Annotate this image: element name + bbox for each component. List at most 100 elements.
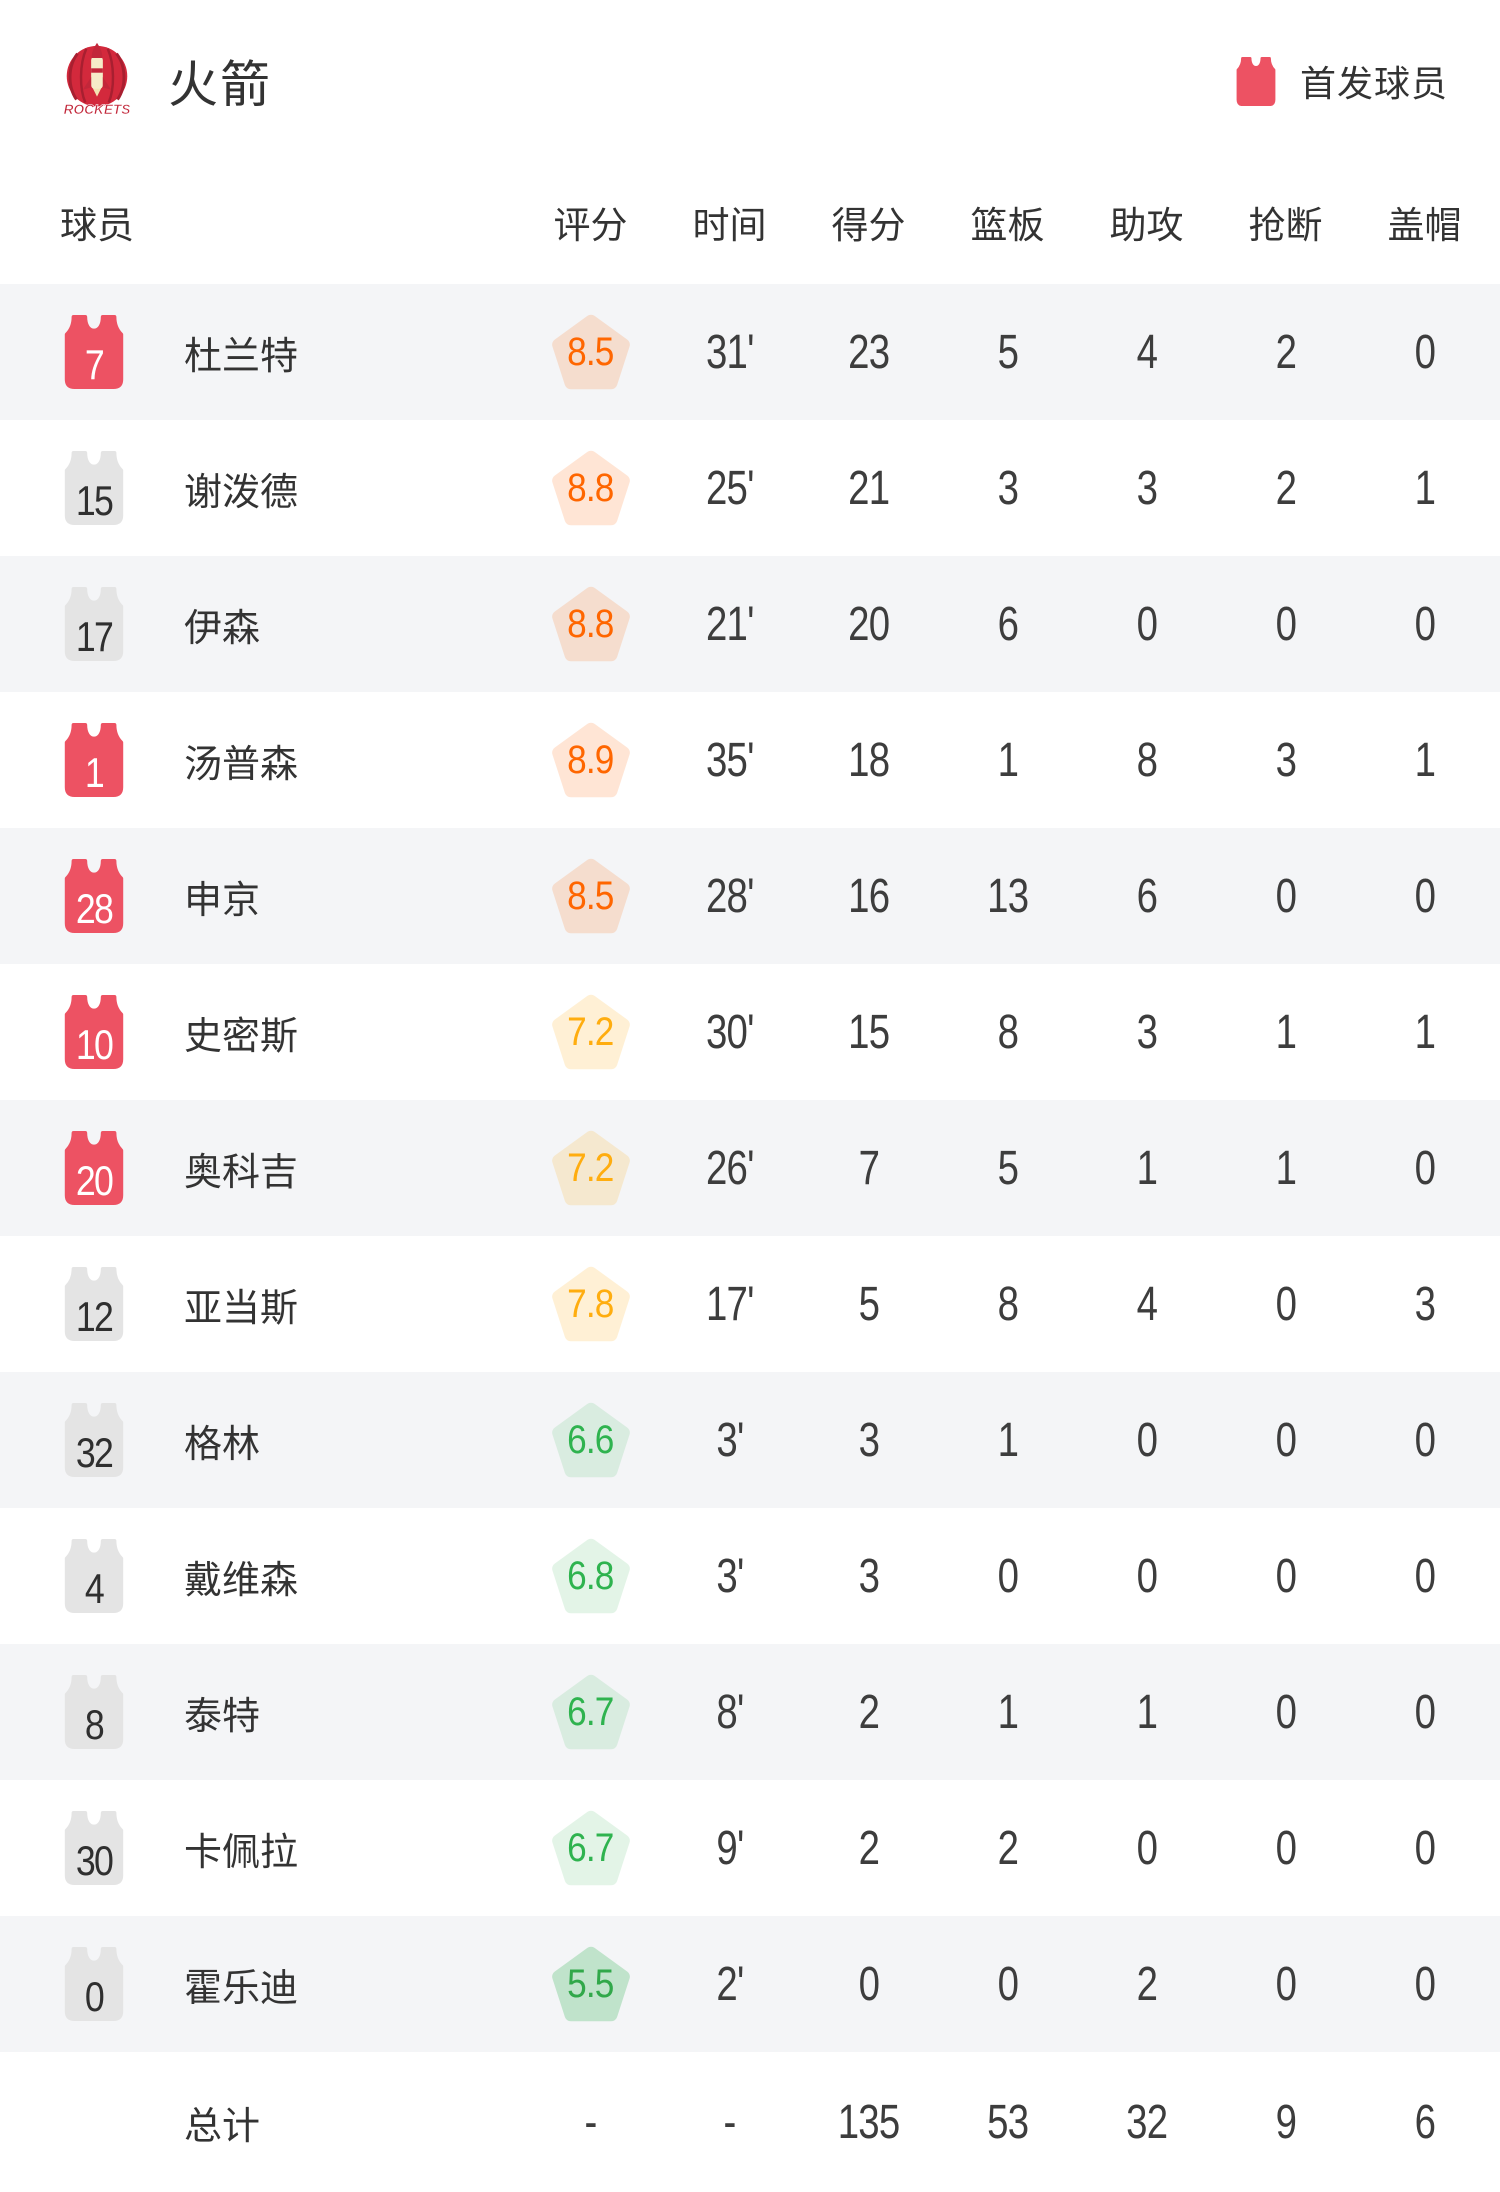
rating-value: 5.5 bbox=[567, 1961, 614, 2006]
rating-badge: 7.2 bbox=[550, 991, 632, 1073]
table-row[interactable]: 8 泰特 6.7 8' 2 1 1 0 0 bbox=[0, 1644, 1500, 1780]
rating-value: 8.8 bbox=[567, 465, 614, 510]
rating-cell: 5.5 bbox=[521, 1943, 660, 2025]
jersey-icon: 0 bbox=[60, 1947, 128, 2021]
player-cell: 32 格林 bbox=[60, 1403, 521, 1477]
jersey-number: 20 bbox=[75, 1157, 114, 1204]
table-row[interactable]: 32 格林 6.6 3' 3 1 0 0 0 bbox=[0, 1372, 1500, 1508]
steals-cell: 0 bbox=[1275, 597, 1296, 651]
jersey-number: 28 bbox=[75, 885, 114, 932]
assists-cell: 4 bbox=[1136, 1277, 1157, 1331]
steals-cell: 0 bbox=[1275, 1957, 1296, 2011]
table-row[interactable]: 7 杜兰特 8.5 31' 23 5 4 2 0 bbox=[0, 284, 1500, 420]
jersey-icon: 15 bbox=[60, 451, 128, 525]
blocks-cell: 1 bbox=[1414, 461, 1435, 515]
points-cell: 15 bbox=[847, 1005, 890, 1059]
blocks-cell: 1 bbox=[1414, 1005, 1435, 1059]
jersey-icon: 1 bbox=[60, 723, 128, 797]
points-cell: 2 bbox=[858, 1685, 879, 1739]
jersey-icon: 10 bbox=[60, 995, 128, 1069]
player-cell: 17 伊森 bbox=[60, 587, 521, 661]
total-row: 总计 - - 135 53 32 9 6 bbox=[0, 2052, 1500, 2192]
rating-value: 6.8 bbox=[567, 1553, 614, 1598]
assists-cell: 2 bbox=[1136, 1957, 1157, 2011]
steals-cell: 0 bbox=[1275, 869, 1296, 923]
jersey-number: 4 bbox=[84, 1565, 105, 1612]
points-cell: 3 bbox=[858, 1549, 879, 1603]
rating-badge: 8.5 bbox=[550, 855, 632, 937]
blocks-cell: 1 bbox=[1414, 733, 1435, 787]
blocks-cell: 0 bbox=[1414, 325, 1435, 379]
points-cell: 5 bbox=[858, 1277, 879, 1331]
rating-badge: 6.7 bbox=[550, 1671, 632, 1753]
blocks-cell: 0 bbox=[1414, 1413, 1435, 1467]
jersey-icon: 20 bbox=[60, 1131, 128, 1205]
col-header-player: 球员 bbox=[60, 204, 134, 246]
table-row[interactable]: 30 卡佩拉 6.7 9' 2 2 0 0 0 bbox=[0, 1780, 1500, 1916]
jersey-number: 12 bbox=[75, 1293, 114, 1340]
steals-cell: 0 bbox=[1275, 1413, 1296, 1467]
col-header-assists: 助攻 bbox=[1109, 204, 1184, 246]
jersey-icon: 12 bbox=[60, 1267, 128, 1341]
table-row[interactable]: 12 亚当斯 7.8 17' 5 8 4 0 3 bbox=[0, 1236, 1500, 1372]
player-name: 汤普森 bbox=[184, 743, 299, 786]
rating-badge: 7.8 bbox=[550, 1263, 632, 1345]
jersey-icon: 8 bbox=[60, 1675, 128, 1749]
player-cell: 7 杜兰特 bbox=[60, 315, 521, 389]
blocks-cell: 0 bbox=[1414, 1821, 1435, 1875]
rating-value: 7.8 bbox=[567, 1281, 614, 1326]
assists-cell: 0 bbox=[1136, 1821, 1157, 1875]
player-cell: 10 史密斯 bbox=[60, 995, 521, 1069]
table-row[interactable]: 28 申京 8.5 28' 16 13 6 0 0 bbox=[0, 828, 1500, 964]
player-name: 史密斯 bbox=[184, 1015, 299, 1058]
col-header-rating: 评分 bbox=[553, 204, 628, 246]
player-name: 泰特 bbox=[184, 1695, 261, 1738]
total-blocks: 6 bbox=[1414, 2095, 1435, 2149]
jersey-number: 17 bbox=[75, 613, 114, 660]
rating-value: 7.2 bbox=[567, 1145, 614, 1190]
rebounds-cell: 1 bbox=[997, 1685, 1018, 1739]
table-row[interactable]: 17 伊森 8.8 21' 20 6 0 0 0 bbox=[0, 556, 1500, 692]
rating-value: 6.6 bbox=[567, 1417, 614, 1462]
rating-value: 7.2 bbox=[567, 1009, 614, 1054]
points-cell: 3 bbox=[858, 1413, 879, 1467]
table-row[interactable]: 0 霍乐迪 5.5 2' 0 0 2 0 0 bbox=[0, 1916, 1500, 2052]
player-cell: 8 泰特 bbox=[60, 1675, 521, 1749]
steals-cell: 1 bbox=[1275, 1141, 1296, 1195]
table-row[interactable]: 1 汤普森 8.9 35' 18 1 8 3 1 bbox=[0, 692, 1500, 828]
total-assists: 32 bbox=[1125, 2095, 1168, 2149]
rebounds-cell: 13 bbox=[986, 869, 1029, 923]
table-row[interactable]: 20 奥科吉 7.2 26' 7 5 1 1 0 bbox=[0, 1100, 1500, 1236]
jersey-icon: 30 bbox=[60, 1811, 128, 1885]
points-cell: 18 bbox=[847, 733, 890, 787]
table-row[interactable]: 10 史密斯 7.2 30' 15 8 3 1 1 bbox=[0, 964, 1500, 1100]
team-name: 火箭 bbox=[168, 56, 272, 113]
jersey-number: 0 bbox=[84, 1973, 105, 2020]
time-cell: 2' bbox=[715, 1957, 744, 2011]
rating-cell: 7.2 bbox=[521, 1127, 660, 1209]
rating-badge: 7.2 bbox=[550, 1127, 632, 1209]
player-name: 杜兰特 bbox=[184, 335, 299, 378]
steals-cell: 0 bbox=[1275, 1821, 1296, 1875]
panel-header: ROCKETS 火箭 首发球员 bbox=[0, 0, 1500, 147]
steals-cell: 0 bbox=[1275, 1685, 1296, 1739]
blocks-cell: 0 bbox=[1414, 1549, 1435, 1603]
table-row[interactable]: 4 戴维森 6.8 3' 3 0 0 0 0 bbox=[0, 1508, 1500, 1644]
table-row[interactable]: 15 谢泼德 8.8 25' 21 3 3 2 1 bbox=[0, 420, 1500, 556]
steals-cell: 0 bbox=[1275, 1277, 1296, 1331]
assists-cell: 1 bbox=[1136, 1685, 1157, 1739]
rating-badge: 8.5 bbox=[550, 311, 632, 393]
player-cell: 30 卡佩拉 bbox=[60, 1811, 521, 1885]
steals-cell: 1 bbox=[1275, 1005, 1296, 1059]
assists-cell: 3 bbox=[1136, 1005, 1157, 1059]
time-cell: 35' bbox=[705, 733, 754, 787]
rebounds-cell: 5 bbox=[997, 1141, 1018, 1195]
steals-cell: 0 bbox=[1275, 1549, 1296, 1603]
rating-cell: 8.5 bbox=[521, 855, 660, 937]
rating-cell: 8.8 bbox=[521, 447, 660, 529]
rebounds-cell: 0 bbox=[997, 1957, 1018, 2011]
jersey-icon: 7 bbox=[60, 315, 128, 389]
player-name: 戴维森 bbox=[184, 1559, 299, 1602]
jersey-number: 15 bbox=[75, 477, 114, 524]
